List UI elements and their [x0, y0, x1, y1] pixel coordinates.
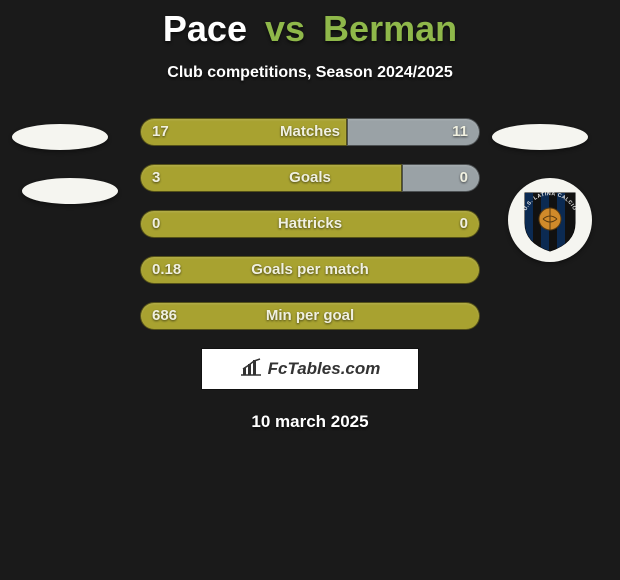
- player2-name: Berman: [323, 8, 457, 49]
- stat-bar: 0.18Goals per match: [140, 256, 480, 284]
- club-badge-placeholder: [12, 124, 108, 150]
- stat-label: Goals: [140, 164, 480, 192]
- date: 10 march 2025: [0, 412, 620, 432]
- club-badge-placeholder: [22, 178, 118, 204]
- stat-label: Matches: [140, 118, 480, 146]
- stat-bar: 00Hattricks: [140, 210, 480, 238]
- stat-bar: 1711Matches: [140, 118, 480, 146]
- us-latina-calcio-badge: U.S. LATINA CALCIO: [508, 178, 592, 262]
- player1-name: Pace: [163, 8, 247, 49]
- stat-bar: 686Min per goal: [140, 302, 480, 330]
- watermark-text: FcTables.com: [268, 359, 381, 379]
- comparison-title: Pace vs Berman: [0, 0, 620, 50]
- stat-label: Goals per match: [140, 256, 480, 284]
- stat-label: Min per goal: [140, 302, 480, 330]
- watermark: FcTables.com: [201, 348, 419, 390]
- club-badge-placeholder: [492, 124, 588, 150]
- stat-bar: 30Goals: [140, 164, 480, 192]
- club-shield-icon: U.S. LATINA CALCIO: [515, 185, 585, 255]
- subtitle: Club competitions, Season 2024/2025: [0, 64, 620, 82]
- stat-label: Hattricks: [140, 210, 480, 238]
- vs-text: vs: [265, 8, 305, 49]
- barchart-icon: [240, 358, 262, 381]
